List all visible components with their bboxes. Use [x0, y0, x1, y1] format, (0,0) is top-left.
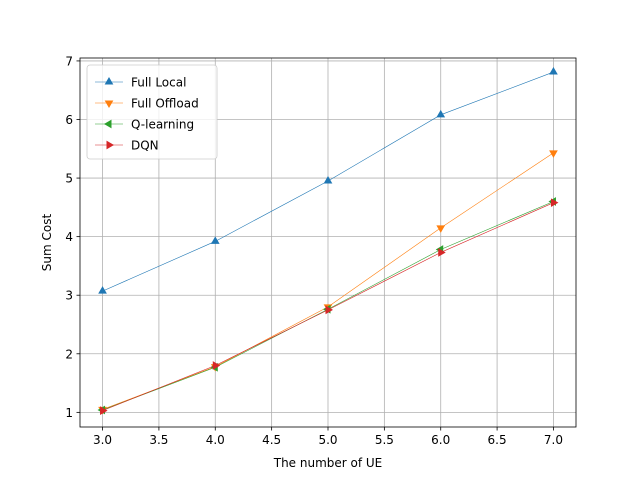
- legend-label-full-offload: Full Offload: [131, 97, 199, 111]
- x-tick-label: 4.0: [206, 433, 225, 447]
- legend-item-dqn: DQN: [95, 139, 159, 153]
- data-point-full-offload: [436, 225, 446, 233]
- legend-marker-full-offload: [104, 100, 114, 108]
- data-point-dqn: [438, 248, 446, 257]
- y-tick-label: 1: [65, 406, 73, 420]
- legend-item-full-offload: Full Offload: [95, 97, 199, 111]
- x-tick-label: 5.5: [375, 433, 394, 447]
- y-tick-label: 5: [65, 172, 73, 186]
- legend-label-q-learning: Q-learning: [131, 118, 194, 132]
- axis-ticks: 3.0 3.5 4.0 4.5 5.0 5.5 6.0 6.5 7.0 1 2 3 4 5 6 7: [65, 54, 563, 447]
- x-tick-label: 5.0: [318, 433, 337, 447]
- y-tick-label: 2: [65, 347, 73, 361]
- data-point-dqn: [212, 361, 221, 370]
- data-point-full-offload: [549, 150, 558, 158]
- data-point-dqn: [550, 198, 559, 208]
- legend-label-dqn: DQN: [131, 139, 159, 153]
- legend-label-full-local: Full Local: [131, 76, 186, 90]
- data-point-full-local: [549, 67, 558, 75]
- legend-item-q-learning: Q-learning: [95, 118, 194, 132]
- series-dqn: [100, 198, 559, 415]
- x-tick-label: 3.5: [149, 433, 168, 447]
- legend: Full Local Full Offload Q-learning DQN: [86, 64, 218, 160]
- x-tick-label: 6.0: [431, 433, 450, 447]
- x-tick-label: 3.0: [93, 433, 112, 447]
- legend-marker-dqn: [106, 140, 114, 150]
- y-tick-label: 7: [65, 54, 73, 68]
- series-lines: [97, 67, 559, 415]
- x-tick-label: 7.0: [544, 433, 563, 447]
- legend-item-full-local: Full Local: [95, 76, 186, 90]
- y-axis-label: Sum Cost: [40, 214, 54, 272]
- data-point-full-local: [436, 109, 446, 118]
- y-tick-label: 6: [65, 113, 73, 127]
- legend-marker-q-learning: [104, 119, 112, 129]
- y-tick-label: 4: [65, 230, 73, 244]
- data-point-full-local: [98, 286, 107, 294]
- legend-marker-full-local: [104, 77, 114, 85]
- y-tick-label: 3: [65, 289, 73, 303]
- x-tick-label: 6.5: [488, 433, 507, 447]
- legend-box: [86, 64, 218, 160]
- x-tick-label: 4.5: [262, 433, 281, 447]
- series-full-local: [98, 67, 558, 294]
- x-axis-label: The number of UE: [273, 456, 383, 470]
- data-point-dqn: [100, 406, 108, 415]
- data-point-full-local: [210, 236, 220, 244]
- data-point-full-local: [323, 176, 333, 184]
- data-point-dqn: [325, 305, 333, 315]
